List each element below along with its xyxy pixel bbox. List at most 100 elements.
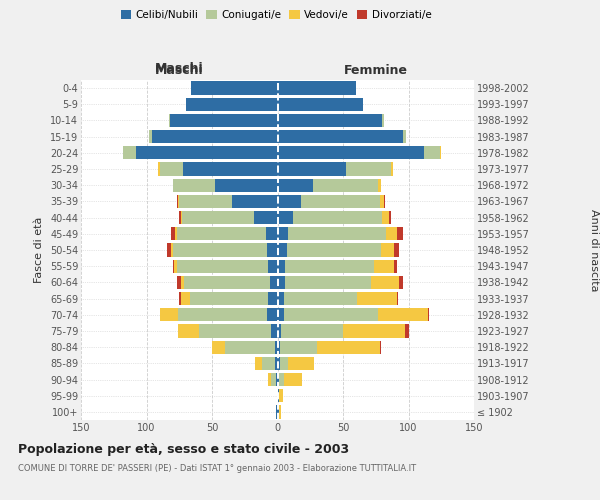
Bar (279, 406, 281, 418)
Bar (178, 324, 199, 338)
Bar (268, 260, 277, 273)
Bar (276, 406, 277, 418)
Bar (179, 195, 232, 208)
Bar (173, 260, 174, 273)
Bar (346, 162, 391, 175)
Bar (169, 114, 170, 127)
Y-axis label: Anni di nascita: Anni di nascita (589, 208, 599, 291)
Bar (277, 146, 424, 160)
Bar (374, 260, 394, 273)
Bar (268, 292, 277, 305)
Bar (279, 373, 284, 386)
Bar (160, 162, 183, 175)
Bar (277, 114, 382, 127)
Bar (391, 162, 393, 175)
Bar (266, 227, 277, 240)
Bar (380, 195, 383, 208)
Bar (123, 146, 136, 160)
Y-axis label: Fasce di età: Fasce di età (34, 217, 44, 283)
Bar (277, 98, 362, 111)
Bar (254, 211, 277, 224)
Bar (424, 146, 440, 160)
Bar (160, 308, 178, 322)
Bar (215, 178, 277, 192)
Bar (191, 82, 277, 94)
Bar (178, 308, 267, 322)
Bar (277, 308, 284, 322)
Bar (277, 260, 286, 273)
Bar (271, 373, 276, 386)
Bar (181, 276, 184, 289)
Bar (225, 340, 275, 354)
Bar (183, 162, 277, 175)
Bar (176, 260, 268, 273)
Bar (181, 292, 190, 305)
Bar (277, 130, 403, 143)
Bar (284, 373, 302, 386)
Bar (136, 146, 277, 160)
Bar (277, 406, 279, 418)
Bar (276, 373, 277, 386)
Bar (277, 340, 280, 354)
Bar (288, 227, 386, 240)
Bar (381, 244, 394, 256)
Bar (380, 340, 381, 354)
Bar (317, 340, 380, 354)
Bar (173, 244, 267, 256)
Bar (277, 195, 301, 208)
Bar (288, 356, 314, 370)
Bar (232, 195, 277, 208)
Bar (404, 324, 409, 338)
Bar (277, 373, 279, 386)
Bar (277, 82, 356, 94)
Bar (172, 244, 173, 256)
Bar (267, 244, 277, 256)
Bar (382, 114, 383, 127)
Bar (379, 308, 428, 322)
Bar (176, 195, 178, 208)
Bar (277, 178, 313, 192)
Bar (277, 324, 281, 338)
Text: Maschi: Maschi (155, 62, 203, 75)
Bar (262, 356, 275, 370)
Bar (277, 227, 288, 240)
Bar (275, 356, 277, 370)
Bar (293, 211, 382, 224)
Bar (158, 162, 160, 175)
Bar (403, 130, 406, 143)
Bar (167, 244, 172, 256)
Bar (286, 260, 374, 273)
Bar (277, 211, 293, 224)
Bar (152, 130, 277, 143)
Bar (382, 211, 389, 224)
Bar (268, 373, 271, 386)
Bar (184, 276, 269, 289)
Bar (271, 324, 277, 338)
Legend: Celibi/Nubili, Coniugati/e, Vedovi/e, Divorziati/e: Celibi/Nubili, Coniugati/e, Vedovi/e, Di… (116, 6, 436, 25)
Text: Femmine: Femmine (344, 64, 408, 78)
Bar (255, 356, 262, 370)
Bar (400, 276, 403, 289)
Bar (277, 162, 346, 175)
Bar (175, 227, 176, 240)
Bar (386, 227, 397, 240)
Bar (383, 195, 385, 208)
Bar (313, 178, 379, 192)
Text: COMUNE DI TORRE DE' PASSERI (PE) - Dati ISTAT 1° gennaio 2003 - Elaborazione TUT: COMUNE DI TORRE DE' PASSERI (PE) - Dati … (18, 464, 416, 473)
Bar (186, 98, 277, 111)
Bar (277, 292, 284, 305)
Bar (428, 308, 430, 322)
Bar (179, 211, 181, 224)
Bar (371, 276, 400, 289)
Bar (190, 292, 268, 305)
Bar (286, 276, 371, 289)
Bar (301, 195, 380, 208)
Bar (280, 356, 288, 370)
Bar (149, 130, 152, 143)
Bar (280, 340, 317, 354)
Bar (277, 356, 280, 370)
Bar (284, 308, 379, 322)
Bar (397, 227, 403, 240)
Bar (212, 340, 225, 354)
Text: Maschi: Maschi (155, 64, 203, 78)
